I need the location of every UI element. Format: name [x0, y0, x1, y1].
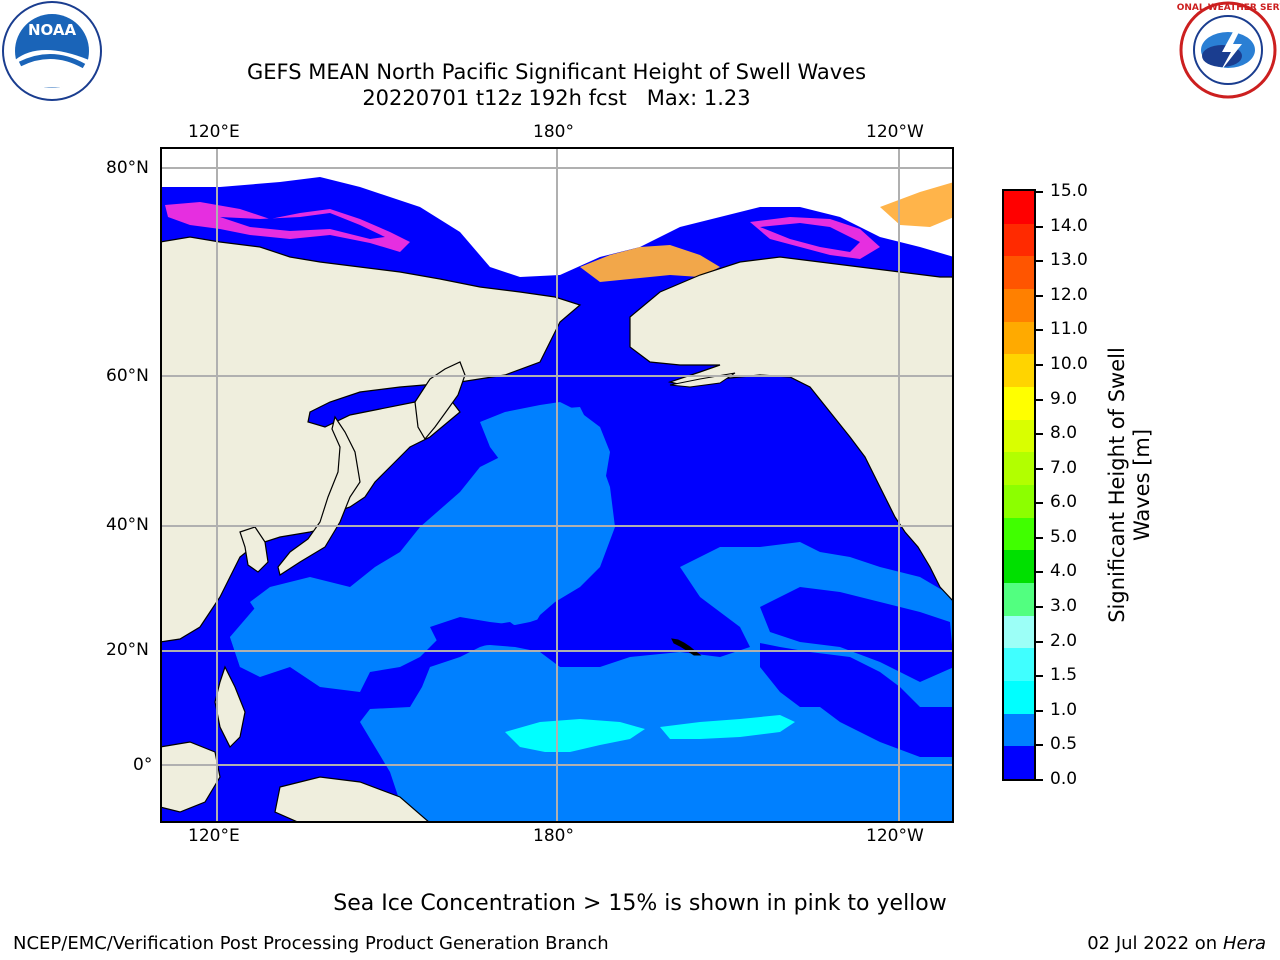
colorbar-label: 5.0 — [1050, 526, 1078, 547]
sea-ice-ocean-west — [220, 213, 385, 239]
colorbar-band — [1004, 485, 1034, 518]
colorbar-label: 11.0 — [1050, 319, 1088, 340]
colorbar-tick — [1036, 606, 1043, 609]
colorbar-band — [1004, 681, 1034, 714]
footer-host: Hera — [1222, 933, 1266, 954]
colorbar — [1002, 189, 1036, 781]
noaa-logo-text: NOAA — [28, 21, 77, 39]
land-kamchatka — [414, 361, 466, 441]
colorbar-label: 8.0 — [1050, 423, 1078, 444]
colorbar-tick — [1036, 398, 1043, 401]
swell-height-map — [159, 147, 955, 824]
colorbar-tick — [1036, 779, 1043, 781]
colorbar-label: 3.0 — [1050, 596, 1078, 617]
colorbar-tick — [1036, 640, 1043, 643]
colorbar-tick — [1036, 744, 1043, 747]
top-lon-label-180: 180° — [533, 122, 574, 142]
colorbar-tick — [1036, 675, 1043, 678]
land-new-guinea — [274, 776, 432, 824]
lat-label-20n: 20°N — [106, 640, 149, 660]
top-lon-label-120w: 120°W — [866, 122, 924, 142]
colorbar-tick — [1036, 260, 1043, 263]
ocean-low-band-patch-central — [430, 572, 750, 667]
colorbar-tick — [1036, 433, 1043, 436]
colorbar-tick — [1036, 571, 1043, 574]
colorbar-label: 9.0 — [1050, 388, 1078, 409]
ocean-mid-band-northwest — [480, 402, 610, 487]
sea-ice-note: Sea Ice Concentration > 15% is shown in … — [333, 891, 947, 916]
colorbar-band — [1004, 550, 1034, 584]
colorbar-label: 0.5 — [1050, 734, 1078, 755]
lat-label-80n: 80°N — [106, 158, 149, 178]
colorbar-title-line-2: Waves [m] — [1130, 428, 1154, 542]
land-korea — [239, 526, 269, 573]
colorbar-band — [1004, 746, 1034, 780]
land-borneo — [159, 741, 221, 813]
colorbar-band — [1004, 256, 1034, 290]
colorbar-label: 10.0 — [1050, 353, 1088, 374]
colorbar-label: 14.0 — [1050, 215, 1088, 236]
colorbar-tick — [1036, 294, 1043, 297]
nws-logo: NATIONAL WEATHER SERVICE — [1153, 0, 1280, 104]
lat-label-40n: 40°N — [106, 515, 149, 535]
colorbar-band — [1004, 223, 1034, 257]
colorbar-band — [1004, 615, 1034, 649]
ocean-high-band-east — [660, 715, 795, 739]
colorbar-label: 1.0 — [1050, 699, 1078, 720]
bottom-lon-label-120w: 120°W — [866, 826, 924, 846]
bottom-lon-label-120e: 120°E — [188, 826, 240, 846]
colorbar-band — [1004, 517, 1034, 551]
colorbar-label: 12.0 — [1050, 284, 1088, 305]
colorbar-label: 0.0 — [1050, 769, 1078, 789]
colorbar-band — [1004, 583, 1034, 616]
colorbar-tick — [1036, 363, 1043, 366]
footer-date: 02 Jul 2022 on — [1087, 933, 1223, 954]
colorbar-band — [1004, 648, 1034, 682]
land-philippines — [214, 665, 246, 749]
nws-logo-text: NATIONAL WEATHER SERVICE — [1176, 3, 1280, 13]
colorbar-tick — [1036, 191, 1043, 193]
colorbar-label: 6.0 — [1050, 492, 1078, 513]
colorbar-tick — [1036, 329, 1043, 332]
colorbar-label: 13.0 — [1050, 250, 1088, 271]
lat-label-0: 0° — [133, 755, 153, 775]
title-line-1: GEFS MEAN North Pacific Significant Heig… — [246, 60, 867, 84]
noaa-logo: NOAA — [0, 0, 104, 104]
title-line-2: 20220701 t12z 192h fcst Max: 1.23 — [362, 86, 751, 110]
ocean-mid-band-west — [230, 597, 345, 672]
map-gridlines — [160, 147, 954, 823]
top-lon-label-120e: 120°E — [188, 122, 240, 142]
sea-ice-ocean-east — [760, 223, 860, 252]
colorbar-tick — [1036, 467, 1043, 470]
colorbar-tick — [1036, 225, 1043, 228]
sea-ice-fringe-central — [580, 245, 720, 282]
ocean-high-band-west — [505, 719, 645, 752]
colorbar-label: 7.0 — [1050, 457, 1078, 478]
colorbar-band — [1004, 452, 1034, 486]
footer-left: NCEP/EMC/Verification Post Processing Pr… — [13, 933, 609, 954]
map-panel — [159, 147, 955, 824]
colorbar-title-line-1: Significant Height of Swell — [1105, 347, 1129, 623]
colorbar-label: 2.0 — [1050, 630, 1078, 651]
colorbar-label: 1.5 — [1050, 665, 1078, 686]
colorbar-band — [1004, 419, 1034, 453]
colorbar-label: 15.0 — [1050, 181, 1088, 201]
footer-right: 02 Jul 2022 on Hera — [1087, 933, 1266, 954]
colorbar-band — [1004, 713, 1034, 747]
colorbar-tick — [1036, 709, 1043, 712]
ocean-low-band-patch-east — [760, 587, 954, 682]
colorbar-tick — [1036, 536, 1043, 539]
colorbar-labels: 15.0 14.0 13.0 12.0 11.0 10.0 9.0 8.0 7.0 6.0 5.0 4… — [1036, 179, 1106, 791]
colorbar-band — [1004, 191, 1034, 224]
map-frame — [160, 147, 954, 823]
land-japan — [277, 415, 361, 576]
colorbar-label: 4.0 — [1050, 561, 1078, 582]
bottom-lon-label-180: 180° — [533, 826, 574, 846]
lat-label-60n: 60°N — [106, 366, 149, 386]
colorbar-tick — [1036, 502, 1043, 505]
colorbar-band — [1004, 387, 1034, 420]
colorbar-band — [1004, 321, 1034, 355]
colorbar-band — [1004, 289, 1034, 322]
colorbar-band — [1004, 354, 1034, 388]
